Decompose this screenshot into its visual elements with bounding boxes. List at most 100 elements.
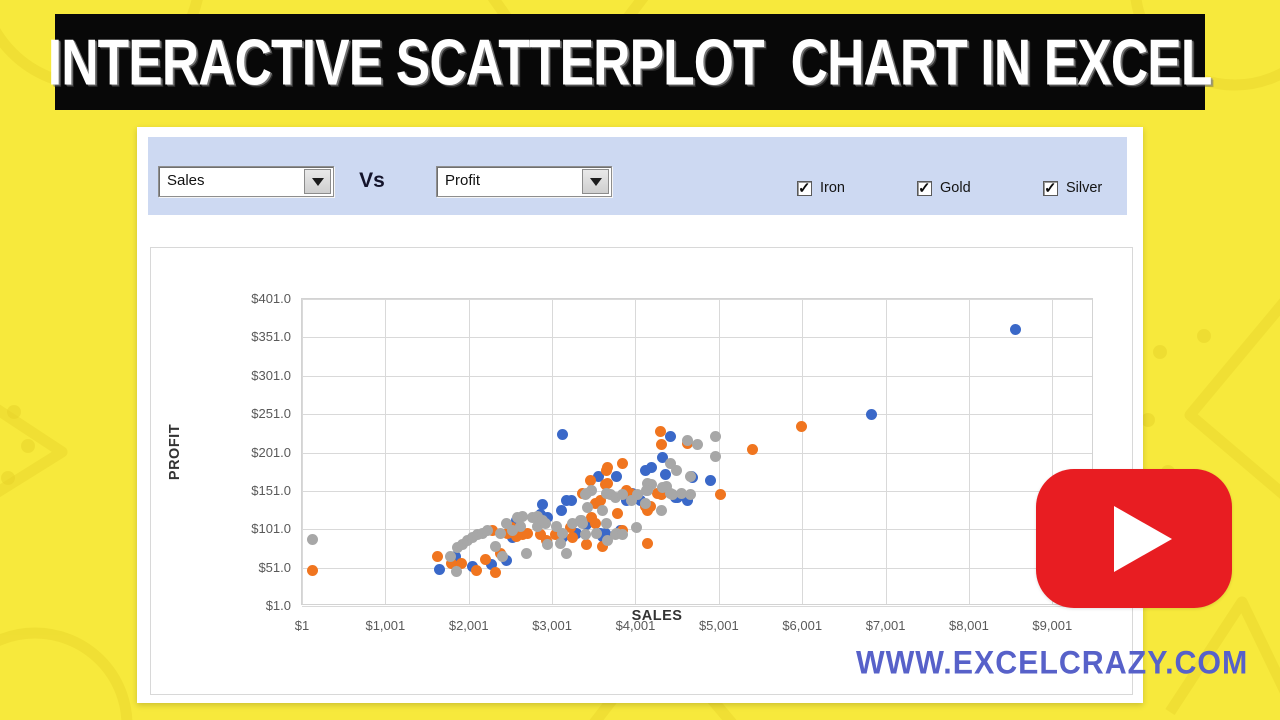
scatter-point-silver xyxy=(489,540,501,552)
scatter-point-silver xyxy=(554,537,566,549)
scatter-point-gold xyxy=(642,537,654,549)
scatter-point-silver xyxy=(609,492,621,504)
scatter-point-silver xyxy=(590,527,602,539)
scatter-point-silver xyxy=(692,438,704,450)
scatter-point-silver xyxy=(537,515,549,527)
chevron-down-icon xyxy=(311,177,324,186)
x-tick-label: $6,001 xyxy=(782,618,823,633)
scatter-point-silver xyxy=(625,494,637,506)
youtube-play-button[interactable] xyxy=(1036,469,1232,608)
scatter-point-gold xyxy=(747,443,759,455)
scatter-point-iron xyxy=(433,564,445,576)
horizontal-gridline xyxy=(302,414,1092,416)
checkbox-silver[interactable]: ✓ Silver xyxy=(1043,180,1102,197)
scatter-point-gold xyxy=(655,439,667,451)
scatter-point-silver xyxy=(600,487,612,499)
scatter-point-iron xyxy=(657,452,669,464)
checkbox-gold[interactable]: ✓ Gold xyxy=(917,179,971,197)
scatter-point-iron xyxy=(610,470,622,482)
horizontal-gridline xyxy=(302,452,1092,454)
scatter-point-silver xyxy=(617,529,629,541)
scatter-point-silver xyxy=(617,489,629,501)
scatter-point-gold xyxy=(455,557,467,569)
scatter-point-iron xyxy=(556,429,568,441)
checkbox-box[interactable]: ✓ xyxy=(797,179,812,197)
x-tick-label: $3,001 xyxy=(532,618,572,633)
checkbox-label: Iron xyxy=(820,180,845,196)
scatter-point-silver xyxy=(457,539,469,551)
page-title: INTERACTIVE SCATTERPLOT CHART IN EXCEL xyxy=(48,25,1213,99)
y-axis-dropdown-button[interactable] xyxy=(582,169,609,194)
y-tick-label: $251.0 xyxy=(251,406,291,422)
scatter-point-silver xyxy=(632,489,644,501)
scatter-point-iron xyxy=(1010,324,1022,336)
scatter-point-iron xyxy=(659,469,671,481)
scatter-point-iron xyxy=(645,462,657,474)
x-axis-dropdown-button[interactable] xyxy=(304,169,331,194)
scatter-point-silver xyxy=(675,487,687,499)
scatter-point-gold xyxy=(580,539,592,551)
scatter-point-silver xyxy=(579,489,591,501)
scatter-point-iron xyxy=(682,495,694,507)
scatter-point-iron xyxy=(537,499,549,511)
scatter-point-gold xyxy=(612,507,624,519)
scatter-point-silver xyxy=(655,504,667,516)
scatter-point-iron xyxy=(555,504,567,516)
x-tick-label: $1 xyxy=(294,618,310,633)
scatter-point-silver xyxy=(664,487,676,499)
scatter-point-gold xyxy=(522,527,534,539)
scatter-point-gold xyxy=(602,477,614,489)
scatter-point-silver xyxy=(610,527,622,539)
y-axis-dropdown[interactable]: Profit xyxy=(436,166,612,197)
scatter-point-silver xyxy=(450,565,462,577)
y-axis-dropdown-value: Profit xyxy=(445,172,481,189)
scatter-point-gold xyxy=(600,464,612,476)
scatter-point-silver xyxy=(597,505,609,517)
scatter-point-silver xyxy=(500,517,512,529)
scatter-point-silver xyxy=(514,520,526,532)
vs-label: Vs xyxy=(359,169,385,192)
scatter-point-gold xyxy=(567,532,579,544)
scatter-point-gold xyxy=(470,565,482,577)
scatter-point-silver xyxy=(532,520,544,532)
x-axis-dropdown-value: Sales xyxy=(167,172,205,189)
checkmark-icon: ✓ xyxy=(918,179,931,197)
vertical-gridline xyxy=(802,299,804,604)
scatter-point-iron xyxy=(593,470,605,482)
y-tick-label: $51.0 xyxy=(258,559,291,575)
chevron-down-icon xyxy=(589,177,602,186)
scatter-point-silver xyxy=(709,450,721,462)
scatter-point-silver xyxy=(550,520,562,532)
scatter-point-iron xyxy=(639,465,651,477)
scatter-point-silver xyxy=(664,457,676,469)
scatter-point-iron xyxy=(865,408,877,420)
scatter-point-gold xyxy=(654,425,666,437)
checkbox-box[interactable]: ✓ xyxy=(917,179,932,197)
checkmark-icon: ✓ xyxy=(798,179,811,197)
plot-area: $1 $1,001 $2,001 $3,001 $4,001 $5,001 $6,001 $7… xyxy=(251,291,1093,633)
x-axis-dropdown[interactable]: Sales xyxy=(158,166,334,197)
title-banner: INTERACTIVE SCATTERPLOT CHART IN EXCEL xyxy=(48,14,1213,110)
horizontal-gridline xyxy=(302,529,1092,531)
scatter-point-silver xyxy=(670,464,682,476)
scatter-point-silver xyxy=(444,550,456,562)
horizontal-gridline xyxy=(302,375,1092,377)
checkbox-box[interactable]: ✓ xyxy=(1043,180,1058,197)
scatter-point-gold xyxy=(714,489,726,501)
x-tick-label: $5,001 xyxy=(698,618,739,633)
scatter-point-silver xyxy=(507,525,519,537)
play-icon xyxy=(1114,506,1172,572)
scatter-point-silver xyxy=(560,547,572,559)
scatter-point-silver xyxy=(494,527,506,539)
scatter-point-gold xyxy=(652,487,664,499)
scatter-point-silver xyxy=(307,534,319,546)
checkbox-iron[interactable]: ✓ Iron xyxy=(797,179,845,197)
vertical-gridline xyxy=(302,299,303,604)
chart-container: $1 $1,001 $2,001 $3,001 $4,001 $5,001 $6,001 $7… xyxy=(150,247,1133,695)
scatter-point-silver xyxy=(682,435,694,447)
scatter-point-silver xyxy=(709,430,721,442)
checkbox-label: Gold xyxy=(940,180,971,196)
y-tick-label: $301.0 xyxy=(251,367,291,383)
scatter-point-silver xyxy=(567,517,579,529)
scatter-point-gold xyxy=(445,557,457,569)
